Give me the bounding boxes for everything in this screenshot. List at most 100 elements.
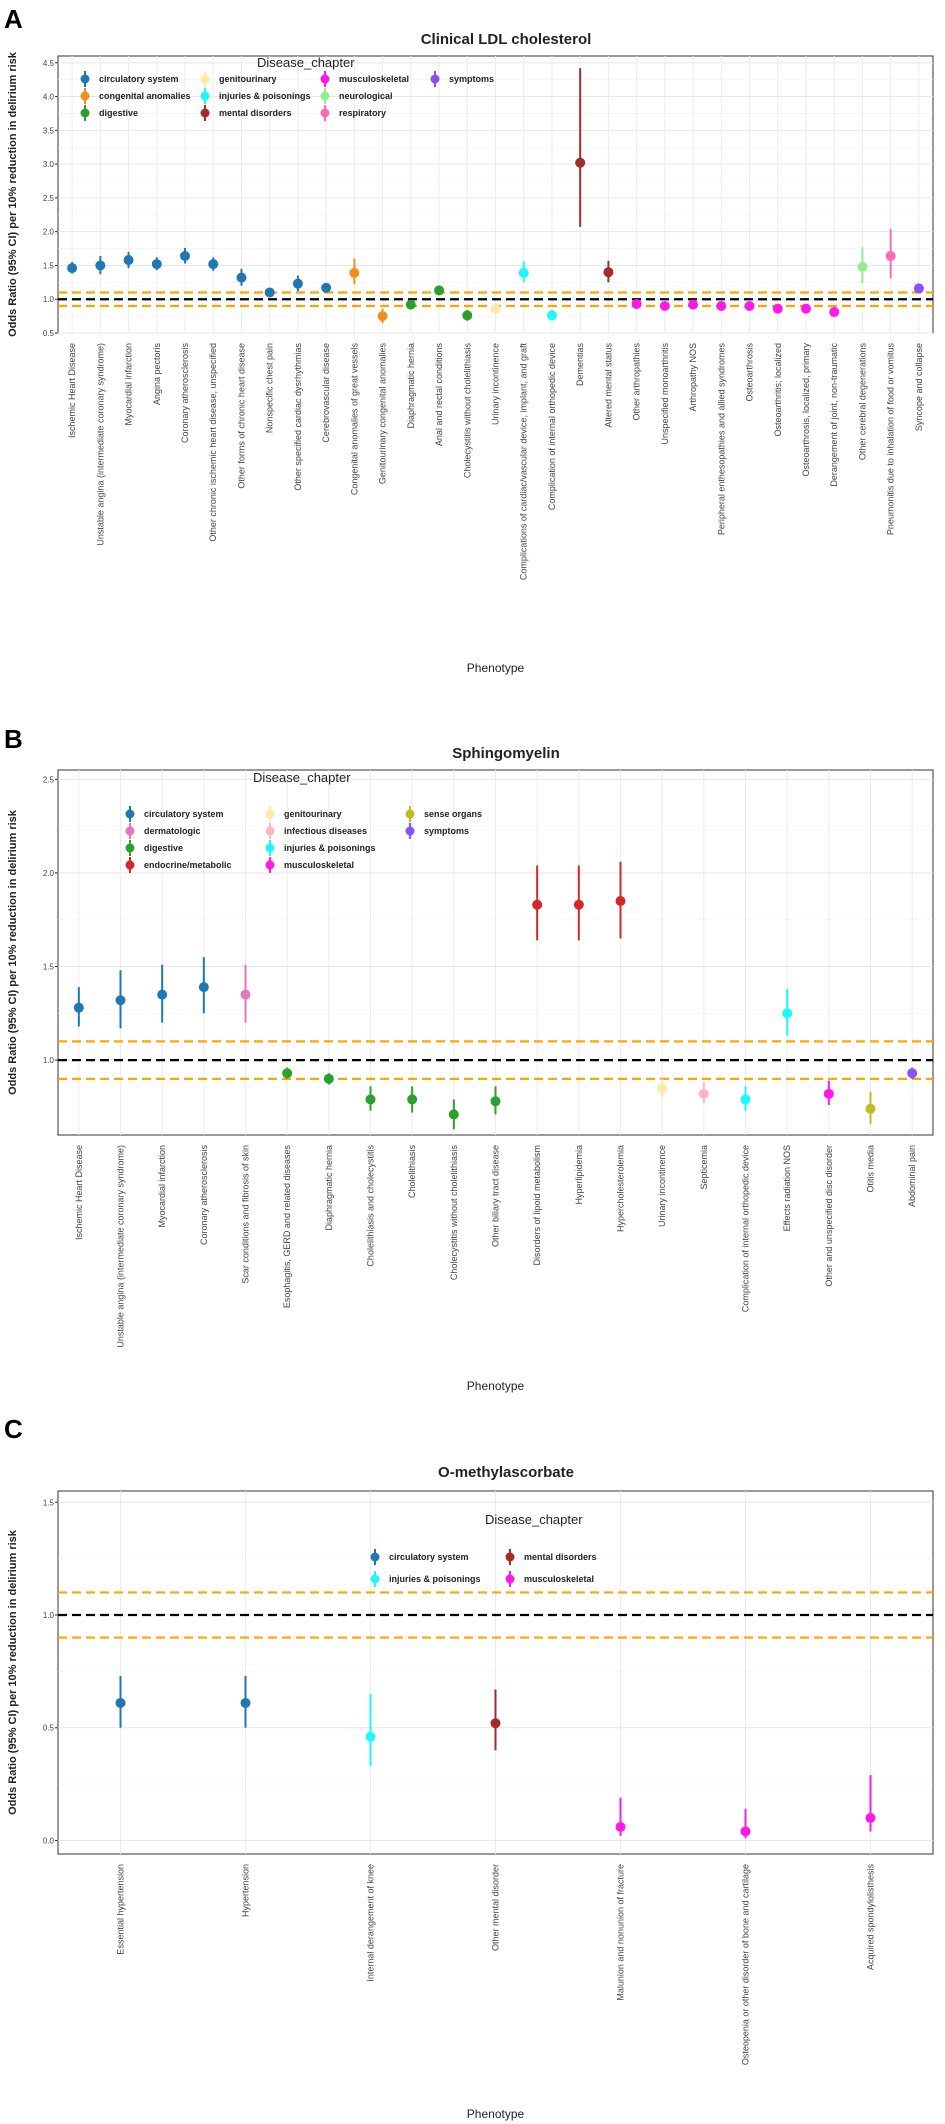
panel-a: A Clinical LDL cholesterol 0.5 1.0 1.5 2.0 2.5… <box>4 4 934 675</box>
x-tick-label: Other forms of chronic heart disease <box>236 343 246 489</box>
point-other-chronic-ischemic-heart-disease-unspecified <box>208 259 219 270</box>
x-tick-label: Abdominal pain <box>907 1145 917 1207</box>
point-internal-derangement-of-knee <box>365 1731 376 1742</box>
x-tick-label: Myocardial infarction <box>124 343 134 426</box>
legend-label: musculoskeletal <box>339 74 409 84</box>
legend-key-musculoskeletal <box>505 1574 515 1584</box>
legend-label: circulatory system <box>144 809 224 819</box>
point-ischemic-heart-disease <box>73 1002 84 1013</box>
legend-label: symptoms <box>449 74 494 84</box>
x-tick-label: Effects radiation NOS <box>782 1145 792 1231</box>
point-essential-hypertension <box>115 1697 126 1708</box>
legend-key-infectious-diseases <box>265 826 275 836</box>
x-tick-label: Angina pectoris <box>152 343 162 406</box>
x-axis-title: Phenotype <box>467 2107 525 2121</box>
point-diaphragmatic-hernia <box>405 299 416 310</box>
point-effects-radiation-nos <box>782 1008 793 1019</box>
x-tick-label: Complications of cardiac/vascular device… <box>519 343 529 581</box>
x-tick-label: Cholecystitis without cholelithiasis <box>449 1145 459 1281</box>
x-tick-label: Diaphragmatic hernia <box>324 1145 334 1231</box>
legend-key-digestive <box>80 108 90 118</box>
point-other-and-unspecified-disc-disorder <box>823 1088 834 1099</box>
point-other-forms-of-chronic-heart-disease <box>236 272 247 283</box>
point-myocardial-infarction <box>157 989 168 1000</box>
y-axis-title: Odds Ratio (95% CI) per 10% reduction in… <box>7 809 19 1095</box>
legend-label: circulatory system <box>389 1552 469 1562</box>
legend: Disease_chapter circulatory system congeni… <box>80 55 494 121</box>
point-coronary-atherosclerosis <box>180 250 191 261</box>
panel-letter: A <box>4 4 23 34</box>
x-tick-label: Hyperlipidemia <box>574 1145 584 1205</box>
point-other-cerebral-degenerations <box>857 261 868 272</box>
y-tick-label: 1.5 <box>43 963 55 972</box>
x-tick-label: Urinary incontinence <box>657 1145 667 1227</box>
legend-label: dermatologic <box>144 826 201 836</box>
legend-label: symptoms <box>424 826 469 836</box>
y-tick-label: 1.0 <box>43 1611 55 1620</box>
chart-title: Clinical LDL cholesterol <box>421 31 592 48</box>
legend-label: infectious diseases <box>284 826 367 836</box>
x-tick-label: Osteoarthritis; localized <box>773 343 783 437</box>
legend-label: mental disorders <box>524 1552 597 1562</box>
point-genitourinary-congenital-anomalies <box>377 311 388 322</box>
point-cerebrovascular-disease <box>321 282 332 293</box>
point-cholecystitis-without-cholelithiasis <box>462 310 473 321</box>
x-tick-label: Esophagitis, GERD and related diseases <box>282 1145 292 1309</box>
point-osteoarthrosis <box>744 300 755 311</box>
legend-key-mental-disorders <box>200 108 210 118</box>
point-peripheral-enthesopathies-and-allied-syndromes <box>716 300 727 311</box>
x-tick-label: Other specified cardiac dysrhythmias <box>293 343 303 491</box>
point-nonspecific-chest-pain <box>264 287 275 298</box>
x-tick-label: Hypercholesterolemia <box>616 1145 626 1232</box>
x-tick-label: Internal derangement of knee <box>366 1864 376 1982</box>
legend-key-circulatory-system <box>370 1552 380 1562</box>
legend-title: Disease_chapter <box>257 55 355 70</box>
legend-key-digestive <box>125 843 135 853</box>
legend-key-symptoms <box>405 826 415 836</box>
y-tick-label: 0.0 <box>43 1836 55 1845</box>
legend-key-circulatory-system <box>125 809 135 819</box>
x-tick-label: Syncope and collapse <box>914 343 924 431</box>
y-tick-label: 0.5 <box>43 1724 55 1733</box>
point-angina-pectoris <box>151 259 162 270</box>
y-tick-label: 3.5 <box>43 126 55 135</box>
chart-title: Sphingomyelin <box>452 745 560 762</box>
legend-key-musculoskeletal <box>320 74 330 84</box>
point-osteoarthritis-localized <box>772 303 783 314</box>
point-malunion-and-nonunion-of-fracture <box>615 1821 626 1832</box>
legend-label: endocrine/metabolic <box>144 860 232 870</box>
point-dementias <box>575 157 586 168</box>
y-tick-label: 0.5 <box>43 329 55 338</box>
x-tick-label: Cholecystitis without cholelithiasis <box>462 343 472 479</box>
x-tick-label: Disorders of lipoid metabolism <box>532 1145 542 1266</box>
legend-label: neurological <box>339 91 393 101</box>
x-tick-label: Other mental disorder <box>491 1864 501 1951</box>
legend-key-congenital-anomalies <box>80 91 90 101</box>
x-tick-label: Other biliary tract disease <box>491 1145 501 1247</box>
x-tick-label: Osteopenia or other disorder of bone and… <box>741 1864 751 2065</box>
legend-label: respiratory <box>339 108 386 118</box>
y-tick-label: 4.5 <box>43 59 55 68</box>
y-tick-label: 3.0 <box>43 160 55 169</box>
point-cholelithiasis <box>407 1094 418 1105</box>
point-urinary-incontinence <box>657 1083 668 1094</box>
y-axis-title: Odds Ratio (95% CI) per 10% reduction in… <box>7 51 19 337</box>
point-diaphragmatic-hernia <box>323 1073 334 1084</box>
point-anal-and-rectal-conditions <box>434 285 445 296</box>
x-tick-label: Nonspecific chest pain <box>265 343 275 433</box>
legend-label: genitourinary <box>284 809 342 819</box>
legend-label: genitourinary <box>219 74 277 84</box>
x-axis-title: Phenotype <box>467 1379 525 1393</box>
x-tick-label: Congenital anomalies of great vessels <box>349 343 359 496</box>
point-abdominal-pain <box>907 1068 918 1079</box>
point-complication-of-internal-orthopedic-device <box>546 310 557 321</box>
x-tick-label: Urinary incontinence <box>491 343 501 425</box>
x-tick-label: Arthropathy NOS <box>688 343 698 412</box>
point-cholecystitis-without-cholelithiasis <box>448 1109 459 1120</box>
point-arthropathy-nos <box>688 299 699 310</box>
point-unstable-angina-intermediate-coronary-syndrome <box>115 995 126 1006</box>
x-tick-label: Cholelithiasis and cholecystitis <box>366 1145 376 1267</box>
legend-label: musculoskeletal <box>284 860 354 870</box>
point-otitis-media <box>865 1103 876 1114</box>
legend-key-dermatologic <box>125 826 135 836</box>
